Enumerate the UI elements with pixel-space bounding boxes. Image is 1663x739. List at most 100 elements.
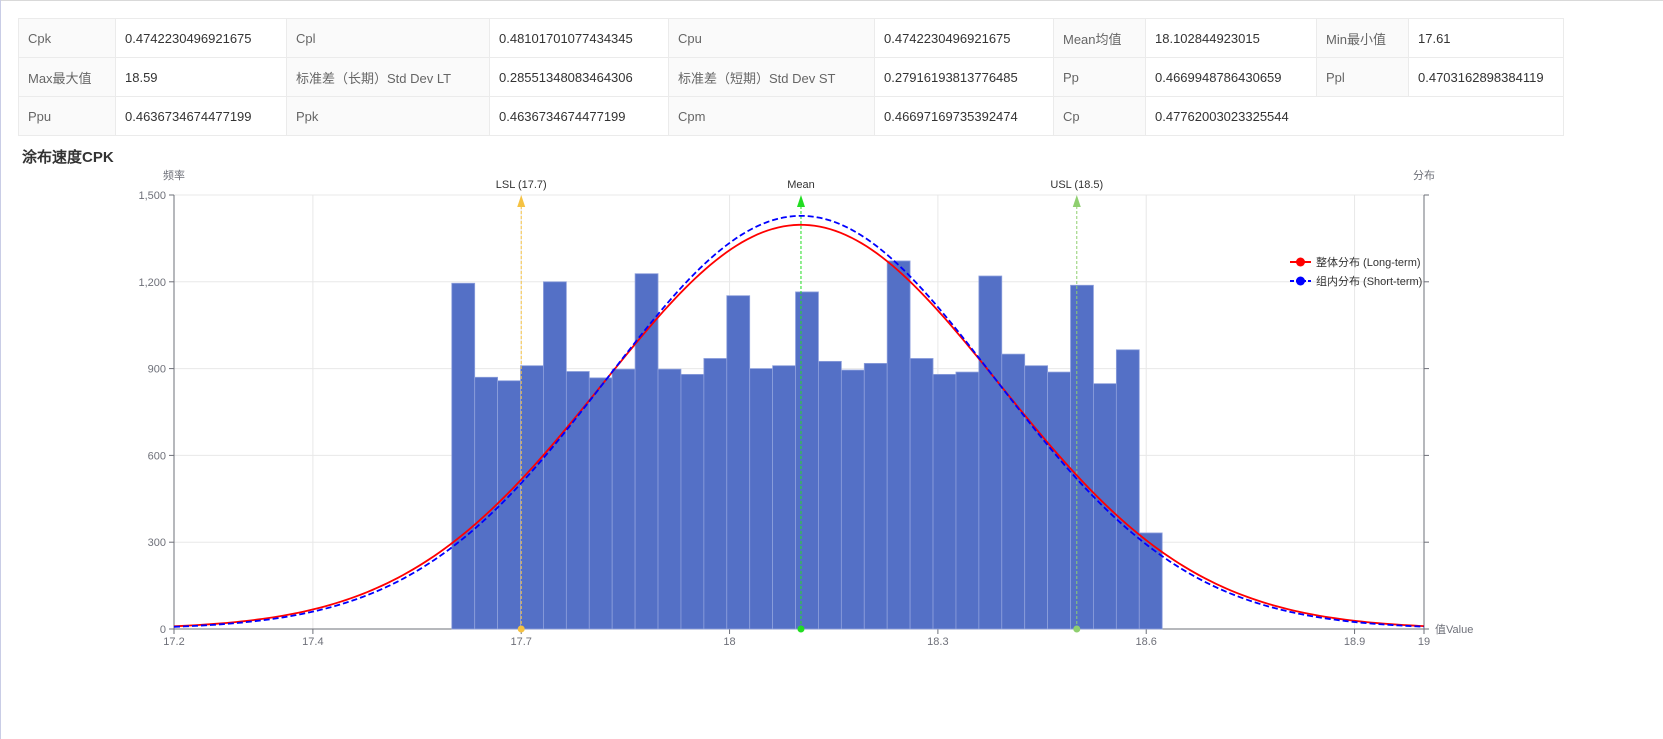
stat-label: Cpm [668,96,875,136]
histogram-bar [932,373,957,630]
stat-value: 17.61 [1408,18,1564,58]
legend: 整体分布 (Long-term) 组内分布 (Short-term) [1290,255,1422,288]
stat-label: 标准差（长期）Std Dev LT [286,57,490,97]
stat-label: Max最大值 [18,57,116,97]
histogram-bar [657,368,682,630]
histogram-bar [1047,371,1071,630]
stat-value: 0.4742230496921675 [874,18,1054,58]
cpk-chart: LSL (17.7) Mean USL (18.5) 0 300 600 900 1,200… [138,168,1473,648]
stat-value: 18.59 [115,57,287,97]
stats-row: Ppu 0.4636734674477199 Ppk 0.46367346744771… [18,96,1564,136]
y-tick-label: 1,200 [138,277,166,289]
stat-label: Cpu [668,18,875,58]
x-axis-name: 值Value [1435,623,1473,636]
stat-label: Ppu [18,96,116,136]
histogram-bar [1070,284,1094,630]
histogram-bar [680,373,705,630]
stat-label: Cp [1053,96,1146,136]
stat-label: Cpl [286,18,490,58]
right-axis-name: 分布 [1413,169,1435,182]
y-tick-label: 300 [148,537,166,549]
histogram-bar [795,291,819,630]
stat-value: 0.4636734674477199 [115,96,287,136]
histogram-bar [978,275,1003,630]
stat-value: 0.4636734674477199 [489,96,669,136]
histogram-bar [1001,353,1026,630]
long-term-curve [173,223,1425,628]
stats-table: Cpk 0.4742230496921675 Cpl 0.48101701077434… [18,18,1564,136]
stat-value: 18.102844923015 [1145,18,1317,58]
mark-line-label: Mean [787,179,815,191]
histogram-bar [749,368,774,630]
histogram-bar [1138,532,1163,630]
chart-title: 涂布速度CPK [22,149,114,166]
x-tick-label: 19 [1418,636,1430,648]
left-border [0,0,1,739]
mark-line-arrow [796,195,805,207]
left-axis-name: 频率 [163,168,185,182]
mark-line-endpoint [797,625,805,633]
legend-item: 组内分布 (Short-term) [1290,274,1422,288]
top-border [0,0,1663,1]
histogram-bar [1115,349,1140,630]
histogram-bar [520,365,544,630]
stat-label: 标准差（短期）Std Dev ST [668,57,875,97]
mark-line-arrow [517,195,526,207]
x-tick-label: 17.7 [511,636,532,648]
stat-value: 0.4703162898384119 [1408,57,1564,97]
histogram-bar [611,368,636,630]
histogram-bar [818,360,842,630]
short-term-curve [173,214,1425,628]
mark-line-endpoint [1073,625,1081,633]
legend-label: 组内分布 (Short-term) [1316,274,1422,288]
histogram-bar [955,371,980,630]
histogram-bar [588,377,613,630]
legend-marker [1296,276,1305,286]
x-tick-label: 18.6 [1136,636,1157,648]
x-tick-label: 18 [723,636,735,648]
legend-marker [1296,257,1305,267]
histogram-bar [863,362,888,630]
y-tick-label: 1,500 [138,190,166,202]
stat-value: 0.48101701077434345 [489,18,669,58]
stat-value: 0.4742230496921675 [115,18,287,58]
x-tick-label: 17.2 [163,636,184,648]
stat-label: Pp [1053,57,1146,97]
stat-value: 0.47762003023325544 [1145,96,1564,136]
legend-item: 整体分布 (Long-term) [1290,255,1421,269]
mark-line-label: USL (18.5) [1050,179,1103,191]
mark-line-arrow [1072,195,1081,207]
y-tick-label: 0 [160,624,166,636]
histogram-bar [497,380,521,630]
mark-line-label: LSL (17.7) [496,179,547,191]
histogram-bar [474,376,499,630]
stat-label: Ppk [286,96,490,136]
histogram-bar [772,365,796,630]
stat-label: Mean均值 [1053,18,1146,58]
stat-value: 0.46697169735392474 [874,96,1054,136]
histogram-bar [703,358,728,630]
mark-line-endpoint [517,625,525,633]
histogram-bar [840,369,865,630]
histogram-bar [1024,365,1049,630]
histogram-bars [451,260,1163,630]
x-tick-label: 17.4 [302,636,323,648]
y-tick-label: 600 [148,450,166,462]
stat-label: Cpk [18,18,116,58]
axis-labels: 0 300 600 900 1,200 1,500 17.2 17.4 17.7 18 18.3 18… [138,168,1473,648]
y-tick-label: 900 [148,364,166,376]
histogram-bar [565,371,590,630]
histogram-bar [909,358,934,630]
stat-value: 0.28551348083464306 [489,57,669,97]
x-tick-label: 18.3 [927,636,948,648]
stat-label: Ppl [1316,57,1409,97]
x-tick-label: 18.9 [1344,636,1365,648]
histogram-bar [726,295,751,630]
histogram-bar [1093,383,1117,630]
histogram-bar [543,281,567,630]
spec-mark-lines: LSL (17.7) Mean USL (18.5) [496,179,1103,633]
histogram-bar [886,260,911,630]
stat-label: Min最小值 [1316,18,1409,58]
stats-row: Cpk 0.4742230496921675 Cpl 0.48101701077434… [18,18,1564,58]
stat-value: 0.4669948786430659 [1145,57,1317,97]
